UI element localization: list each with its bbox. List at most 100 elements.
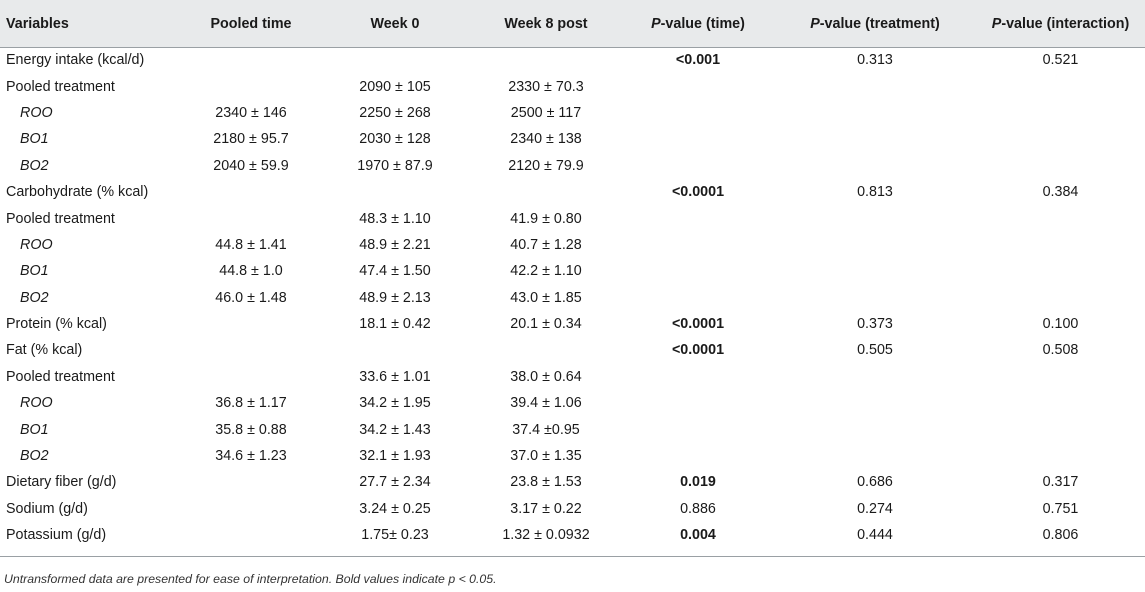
p-letter: P <box>991 15 1002 32</box>
week8-cell: 23.8 ± 1.53 <box>510 474 582 491</box>
p-time-suffix: -value (time) <box>660 15 745 32</box>
p-treatment-cell: 0.313 <box>857 52 893 69</box>
p-interaction-cell <box>976 73 1145 99</box>
week8-cell: 2500 ± 117 <box>510 104 582 121</box>
p-interaction-cell: 0.100 <box>1042 316 1079 333</box>
p-interaction-cell: 0.317 <box>1042 474 1079 491</box>
p-time-cell <box>622 100 774 126</box>
variable-cell: BO1 <box>20 131 49 148</box>
week0-cell: 2250 ± 268 <box>359 104 431 121</box>
p-interaction-cell <box>976 416 1145 442</box>
p-time-cell <box>622 364 774 390</box>
p-treatment-cell <box>774 285 976 311</box>
p-time-cell: 0.886 <box>680 500 716 517</box>
table-row: Sodium (g/d) 3.24 ± 0.25 3.17 ± 0.22 0.886 0… <box>0 496 1145 522</box>
header-pooled-time: Pooled time <box>210 15 292 32</box>
pooled-time-cell: 2180 ± 95.7 <box>213 131 289 148</box>
pooled-time-cell: 44.8 ± 1.0 <box>219 263 283 280</box>
pooled-time-cell <box>182 179 320 205</box>
p-treatment-cell <box>774 390 976 416</box>
p-letter: P <box>810 15 820 32</box>
p-treatment-cell <box>774 258 976 284</box>
p-time-cell: <0.0001 <box>671 184 725 201</box>
table-row: BO1 2180 ± 95.7 2030 ± 128 2340 ± 138 <box>0 126 1145 152</box>
pooled-time-cell: 44.8 ± 1.41 <box>215 236 287 253</box>
p-interaction-cell: 0.384 <box>1042 184 1079 201</box>
p-time-cell <box>622 390 774 416</box>
p-interaction-cell: 0.508 <box>1042 342 1079 359</box>
table-row: BO1 35.8 ± 0.88 34.2 ± 1.43 37.4 ±0.95 <box>0 416 1145 442</box>
p-time-cell: <0.0001 <box>671 316 725 333</box>
table-row: Dietary fiber (g/d) 27.7 ± 2.34 23.8 ± 1.5… <box>0 469 1145 495</box>
p-time-cell <box>622 73 774 99</box>
week8-cell <box>470 179 622 205</box>
variable-cell: Pooled treatment <box>6 368 115 385</box>
variable-cell: ROO <box>20 104 53 121</box>
p-treatment-suffix: -value (treatment) <box>819 15 940 32</box>
week8-cell: 39.4 ± 1.06 <box>510 395 582 412</box>
p-time-cell <box>622 205 774 231</box>
week0-cell: 1970 ± 87.9 <box>357 157 433 174</box>
week8-cell: 38.0 ± 0.64 <box>510 368 582 385</box>
variable-cell: Pooled treatment <box>6 78 115 95</box>
p-treatment-cell <box>774 205 976 231</box>
p-interaction-cell <box>976 285 1145 311</box>
table-body: Energy intake (kcal/d) <0.001 0.313 0.521 Po… <box>0 47 1145 548</box>
p-treatment-cell <box>774 364 976 390</box>
table-footnote: Untransformed data are presented for eas… <box>4 572 497 586</box>
p-interaction-cell <box>976 100 1145 126</box>
table-row: BO2 34.6 ± 1.23 32.1 ± 1.93 37.0 ± 1.35 <box>0 443 1145 469</box>
header-week0: Week 0 <box>370 15 420 32</box>
p-treatment-cell <box>774 73 976 99</box>
week0-cell: 2090 ± 105 <box>359 78 431 95</box>
p-treatment-cell: 0.813 <box>857 184 893 201</box>
week0-cell: 3.24 ± 0.25 <box>359 500 431 517</box>
p-treatment-cell: 0.505 <box>857 342 893 359</box>
p-time-cell <box>622 153 774 179</box>
p-interaction-cell <box>976 390 1145 416</box>
p-treatment-cell <box>774 232 976 258</box>
table-row: Pooled treatment 2090 ± 105 2330 ± 70.3 <box>0 73 1145 99</box>
p-time-cell: <0.001 <box>675 52 721 69</box>
variable-cell: Pooled treatment <box>6 210 115 227</box>
variable-cell: Sodium (g/d) <box>6 500 88 517</box>
pooled-time-cell <box>182 522 320 548</box>
p-letter: P <box>651 15 661 32</box>
table-row: Fat (% kcal) <0.0001 0.505 0.508 <box>0 337 1145 363</box>
p-interaction-cell: 0.806 <box>1042 527 1079 544</box>
week0-cell: 32.1 ± 1.93 <box>359 448 431 465</box>
p-treatment-cell: 0.274 <box>857 500 893 517</box>
p-interaction-cell <box>976 258 1145 284</box>
variable-cell: Dietary fiber (g/d) <box>6 474 117 491</box>
p-time-cell <box>622 232 774 258</box>
p-interaction-cell <box>976 443 1145 469</box>
week0-cell <box>320 47 470 73</box>
header-variables: Variables <box>6 15 69 32</box>
pooled-time-cell <box>182 496 320 522</box>
p-treatment-cell: 0.373 <box>857 316 893 333</box>
pooled-time-cell: 35.8 ± 0.88 <box>215 421 287 438</box>
pooled-time-cell <box>182 47 320 73</box>
p-treatment-cell: 0.686 <box>857 474 893 491</box>
week0-cell <box>320 179 470 205</box>
table-row: Pooled treatment 48.3 ± 1.10 41.9 ± 0.80 <box>0 205 1145 231</box>
p-interaction-cell <box>976 364 1145 390</box>
pooled-time-cell <box>182 73 320 99</box>
pooled-time-cell: 2040 ± 59.9 <box>213 157 289 174</box>
table-row: Carbohydrate (% kcal) <0.0001 0.813 0.384 <box>0 179 1145 205</box>
bottom-rule <box>0 556 1145 557</box>
p-treatment-cell <box>774 443 976 469</box>
p-time-cell: <0.0001 <box>671 342 725 359</box>
week8-cell: 37.0 ± 1.35 <box>510 448 582 465</box>
variable-cell: BO1 <box>20 421 49 438</box>
header-p-time: P-value (time) <box>622 0 774 47</box>
week8-cell: 2120 ± 79.9 <box>508 157 584 174</box>
variable-cell: BO1 <box>20 263 49 280</box>
table-row: Potassium (g/d) 1.75± 0.23 1.32 ± 0.0932 0.… <box>0 522 1145 548</box>
table-row: ROO 2340 ± 146 2250 ± 268 2500 ± 117 <box>0 100 1145 126</box>
pooled-time-cell: 36.8 ± 1.17 <box>215 395 287 412</box>
week8-cell: 37.4 ±0.95 <box>512 421 580 438</box>
header-p-interaction: P-value (interaction) <box>976 0 1145 47</box>
variable-cell: BO2 <box>20 289 49 306</box>
